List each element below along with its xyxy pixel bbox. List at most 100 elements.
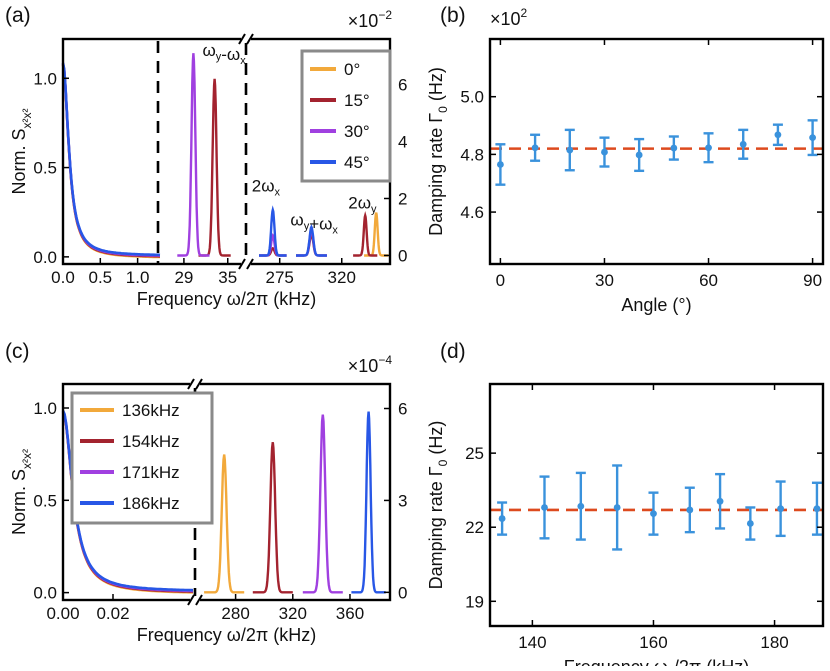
right-y-tick-label: 2: [398, 189, 407, 208]
axis-break-mark: [238, 258, 246, 270]
x-tick-label: 320: [328, 268, 356, 287]
x-axis-label: Frequency ωy/2π (kHz): [564, 657, 750, 666]
axis-break-gap: [190, 380, 200, 388]
x-axis-label: Frequency ω/2π (kHz): [137, 625, 317, 645]
x-tick-label: 0: [496, 271, 505, 290]
decay-curve: [61, 64, 160, 258]
y-tick-label: 22: [465, 518, 484, 537]
axis-multiplier: ×10−2: [348, 8, 393, 31]
legend-label: 171kHz: [122, 463, 180, 482]
axis-break-gap: [190, 596, 200, 604]
peak-annotation: 2ωy: [348, 193, 377, 215]
y-tick-label: 0.5: [33, 491, 57, 510]
legend-label: 136kHz: [122, 401, 180, 420]
x-tick-label: 360: [336, 604, 364, 623]
axis-break-mark: [195, 594, 203, 606]
y-tick-label: 1.0: [33, 69, 57, 88]
x-axis-label: Angle (°): [621, 295, 691, 315]
x-tick-label: 180: [760, 633, 788, 652]
data-point: [635, 151, 643, 159]
axis-multiplier: ×102: [490, 6, 528, 29]
right-y-tick-label: 6: [398, 76, 407, 95]
peak-annotation: 2ωx: [252, 176, 281, 198]
y-axis-label: Damping rate Γ0 (Hz): [426, 67, 450, 236]
data-point: [686, 506, 694, 514]
x-tick-label: 1.0: [126, 268, 150, 287]
axis-break-mark: [238, 33, 246, 45]
axis-break-gap: [241, 35, 251, 43]
legend-box: [300, 49, 392, 183]
axis-break-gap: [241, 260, 251, 268]
data-point: [613, 504, 621, 511]
axis-break-mark: [187, 594, 195, 606]
x-tick-label: 30: [595, 271, 614, 290]
right-y-tick-label: 4: [398, 133, 407, 152]
y-tick-label: 0.0: [33, 248, 57, 267]
panel-label: (b): [440, 4, 466, 27]
x-tick-label: 90: [803, 271, 822, 290]
data-point: [746, 520, 754, 527]
axis-break-mark: [195, 378, 203, 390]
panel-a: 0.0 0.5 1.0 0 2 4 6 0.0 0.5 1.0 29 35 275 320 ×10−2 Fre…: [5, 4, 407, 309]
axis-break-mark: [187, 378, 195, 390]
legend-label: 45°: [344, 153, 370, 172]
spectrum-peak: [198, 78, 231, 257]
data-point: [650, 510, 657, 518]
spectrum-peak: [177, 53, 210, 257]
data-point: [777, 505, 785, 513]
spectrum-peak: [353, 210, 378, 257]
x-tick-label: 275: [266, 268, 294, 287]
data-point: [739, 140, 747, 148]
y-axis-label: Norm. Sx²x²: [9, 108, 34, 194]
x-tick-label: 0.5: [88, 268, 112, 287]
panel-d: 19 22 25 140 160 180 Frequency ωy/2π (kHz) Damp…: [426, 340, 825, 671]
spectrum-peak: [296, 224, 327, 257]
data-point: [809, 134, 816, 142]
legend-label: 154kHz: [122, 432, 180, 451]
spectrum-peak: [252, 442, 293, 594]
x-tick-label: 320: [279, 604, 307, 623]
decay-curve: [61, 63, 160, 257]
y-tick-label: 0.0: [33, 584, 57, 603]
spectrum-peak: [296, 227, 327, 257]
legend-label: 186kHz: [122, 494, 180, 513]
x-tick-label: 0.0: [51, 268, 75, 287]
data-point: [531, 144, 539, 152]
data-point: [716, 497, 724, 505]
right-y-tick-label: 0: [398, 583, 407, 602]
data-point: [601, 148, 608, 156]
x-tick-label: 0.02: [96, 604, 129, 623]
plot-frame: [61, 382, 392, 602]
data-point: [670, 144, 678, 152]
spectrum-peak: [351, 411, 386, 594]
panel-label: (a): [5, 4, 31, 27]
right-y-tick-label: 3: [398, 491, 407, 510]
decay-curve: [61, 64, 160, 259]
right-y-tick-label: 6: [398, 400, 407, 419]
data-point: [498, 515, 506, 522]
spectrum-peak: [204, 454, 245, 594]
x-axis-label: Frequency ω/2π (kHz): [137, 289, 317, 309]
data-point: [813, 505, 821, 513]
panel-b: 4.6 4.8 5.0 0 30 60 90 Angle (°) Damping rate Γ0…: [426, 4, 825, 315]
peak-annotation: ωy-ωx: [202, 41, 246, 67]
axis-multiplier: ×10−4: [348, 353, 393, 376]
x-tick-label: 0.00: [46, 604, 79, 623]
y-tick-label: 25: [465, 444, 484, 463]
data-point: [705, 144, 712, 152]
legend-label: 30°: [344, 122, 370, 141]
x-tick-label: 29: [174, 268, 193, 287]
axis-break-mark: [246, 258, 254, 270]
x-tick-label: 35: [218, 268, 237, 287]
legend-label: 0°: [344, 60, 360, 79]
x-tick-label: 140: [518, 633, 546, 652]
x-tick-label: 280: [221, 604, 249, 623]
legend-label: 15°: [344, 91, 370, 110]
spectrum-peak: [259, 233, 287, 257]
data-point: [566, 146, 574, 154]
y-tick-label: 5.0: [460, 88, 484, 107]
panel-label: (d): [440, 340, 466, 363]
y-axis-label: Damping rate Γ0 (Hz): [426, 421, 450, 590]
spectrum-peak: [302, 414, 343, 594]
